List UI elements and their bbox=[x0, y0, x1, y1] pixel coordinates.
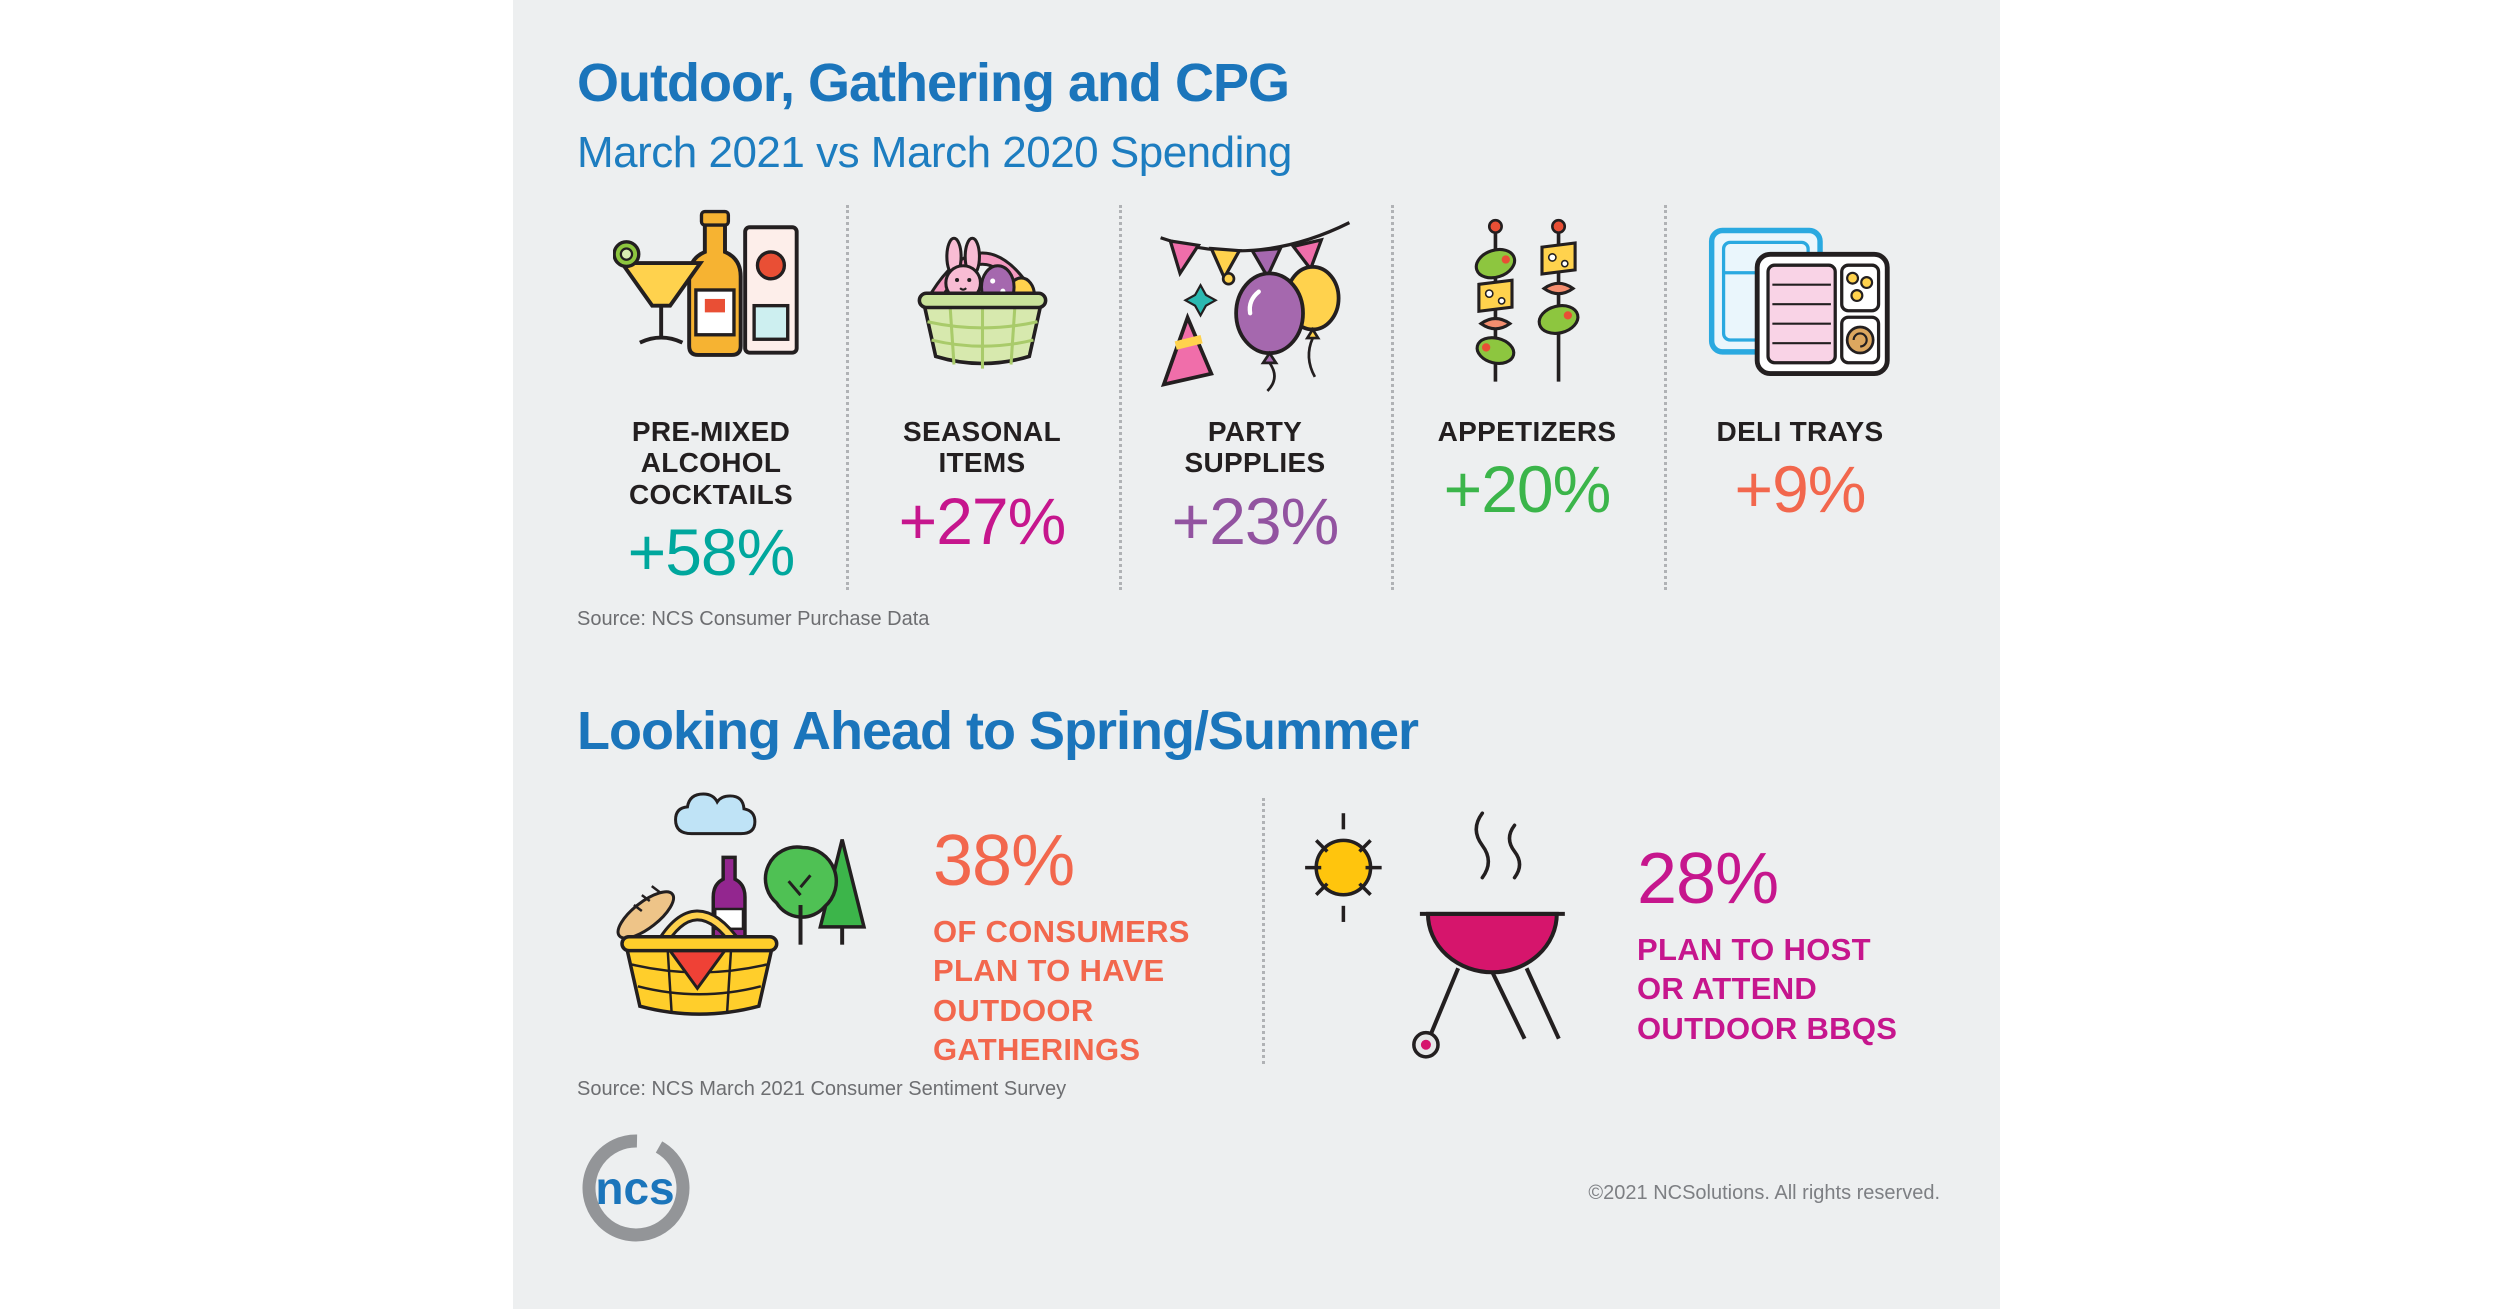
source-purchase-data: Source: NCS Consumer Purchase Data bbox=[577, 608, 930, 630]
stat-outdoor-gatherings: 38% OF CONSUMERS PLAN TO HAVE OUTDOOR GA… bbox=[933, 820, 1293, 1069]
ncs-logo: ncs bbox=[571, 1122, 703, 1259]
section-ahead-title: Looking Ahead to Spring/Summer bbox=[577, 701, 1419, 761]
deli-trays-icon bbox=[1705, 200, 1895, 392]
category-appetizers: APPETIZERS +20% bbox=[1388, 200, 1666, 527]
category-value: +58% bbox=[627, 515, 796, 590]
picnic-icon bbox=[608, 788, 876, 1031]
category-divider bbox=[846, 205, 849, 590]
section-spending-subtitle: March 2021 vs March 2020 Spending bbox=[577, 128, 1292, 177]
category-label: SEASONAL ITEMS bbox=[903, 416, 1061, 479]
bbq-grill-icon bbox=[1285, 795, 1587, 1072]
category-label: APPETIZERS bbox=[1437, 416, 1617, 447]
category-deli-trays: DELI TRAYS +9% bbox=[1661, 200, 1939, 527]
stat-label: OF CONSUMERS PLAN TO HAVE OUTDOOR GATHER… bbox=[933, 914, 1190, 1068]
appetizer-skewers-icon bbox=[1452, 200, 1602, 392]
category-label: PARTY SUPPLIES bbox=[1184, 416, 1326, 479]
category-party-supplies: PARTY SUPPLIES +23% bbox=[1116, 200, 1394, 559]
stat-outdoor-bbqs: 28% PLAN TO HOST OR ATTEND OUTDOOR BBQS bbox=[1637, 838, 1997, 1048]
category-value: +23% bbox=[1171, 483, 1340, 558]
section-spending-title: Outdoor, Gathering and CPG bbox=[577, 53, 1290, 113]
ncs-logo-text: ncs bbox=[595, 1162, 674, 1214]
stat-value: 38% bbox=[933, 821, 1075, 901]
party-supplies-icon bbox=[1155, 200, 1355, 392]
category-value: +20% bbox=[1443, 452, 1612, 527]
category-divider bbox=[1664, 205, 1667, 590]
stat-label: PLAN TO HOST OR ATTEND OUTDOOR BBQS bbox=[1637, 932, 1898, 1046]
stat-value: 28% bbox=[1637, 839, 1779, 919]
ahead-divider bbox=[1262, 798, 1265, 1064]
infographic-panel: Outdoor, Gathering and CPG March 2021 vs… bbox=[513, 0, 2000, 1309]
easter-basket-icon bbox=[901, 200, 1064, 392]
category-label: DELI TRAYS bbox=[1716, 416, 1884, 447]
category-seasonal-items: SEASONAL ITEMS +27% bbox=[843, 200, 1121, 559]
category-value: +9% bbox=[1734, 452, 1867, 527]
category-value: +27% bbox=[898, 483, 1067, 558]
category-divider bbox=[1391, 205, 1394, 590]
category-divider bbox=[1119, 205, 1122, 590]
cocktails-icon bbox=[613, 200, 809, 392]
source-sentiment-survey: Source: NCS March 2021 Consumer Sentimen… bbox=[577, 1078, 1067, 1100]
copyright-text: ©2021 NCSolutions. All rights reserved. bbox=[1588, 1182, 1940, 1204]
category-label: PRE-MIXED ALCOHOL COCKTAILS bbox=[629, 416, 793, 510]
category-premixed-cocktails: PRE-MIXED ALCOHOL COCKTAILS +58% bbox=[572, 200, 850, 590]
